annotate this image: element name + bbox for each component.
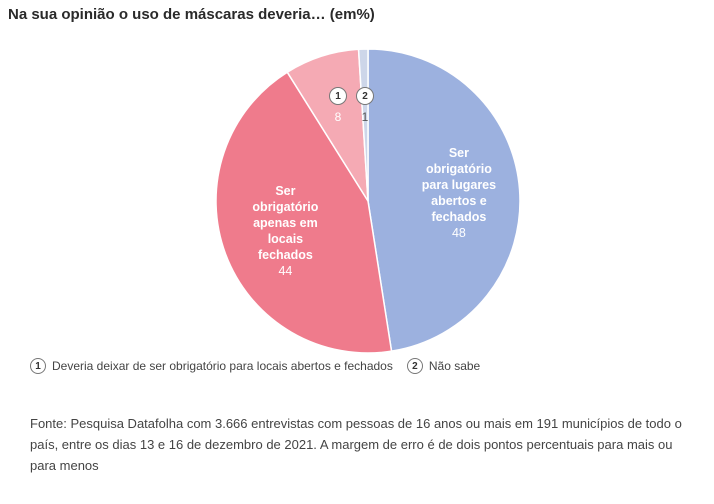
slice-value-4: 1	[362, 110, 369, 124]
slice-label-2: fechados	[258, 248, 313, 262]
source-note: Fonte: Pesquisa Datafolha com 3.666 entr…	[30, 416, 682, 473]
legend-text-1: Deveria deixar de ser obrigatório para l…	[52, 359, 393, 373]
slice-label-1: Ser	[449, 146, 469, 160]
slice-label-2: locais	[268, 232, 303, 246]
slice-badge-4	[356, 87, 374, 105]
slice-label-1: fechados	[431, 210, 486, 224]
legend-item-1: 1 Deveria deixar de ser obrigatório para…	[30, 358, 393, 374]
slice-label-2: Ser	[275, 184, 295, 198]
slice-badge-label-4: 2	[362, 91, 368, 102]
legend-item-2: 2 Não sabe	[406, 358, 481, 374]
slice-value-2: 44	[278, 264, 292, 278]
legend-text-2: Não sabe	[428, 359, 481, 373]
slice-badge-label-3: 1	[335, 91, 341, 102]
pie-slice-4	[357, 48, 369, 202]
slice-value-3: 8	[335, 110, 342, 124]
legend-badge-1: 1	[30, 358, 46, 374]
legend-badge-2: 2	[406, 358, 423, 374]
chart-title: Na sua opinião o uso de máscaras deveria…	[8, 6, 375, 23]
legend: 1 Deveria deixar de ser obrigatório para…	[30, 358, 494, 374]
slice-label-1: abertos e	[431, 194, 487, 208]
slice-label-1: para lugares	[422, 178, 496, 192]
slice-label-2: apenas em	[253, 216, 318, 230]
slice-label-2: obrigatório	[252, 200, 318, 214]
slice-value-1: 48	[452, 226, 466, 240]
pie-chart: Ser obrigatório para lugares abertos e fecha…	[215, 48, 521, 354]
pie-slice-1	[367, 48, 521, 353]
slice-label-1: obrigatório	[426, 162, 492, 176]
pie-slice-2	[215, 71, 393, 354]
slice-badge-3	[329, 87, 347, 105]
